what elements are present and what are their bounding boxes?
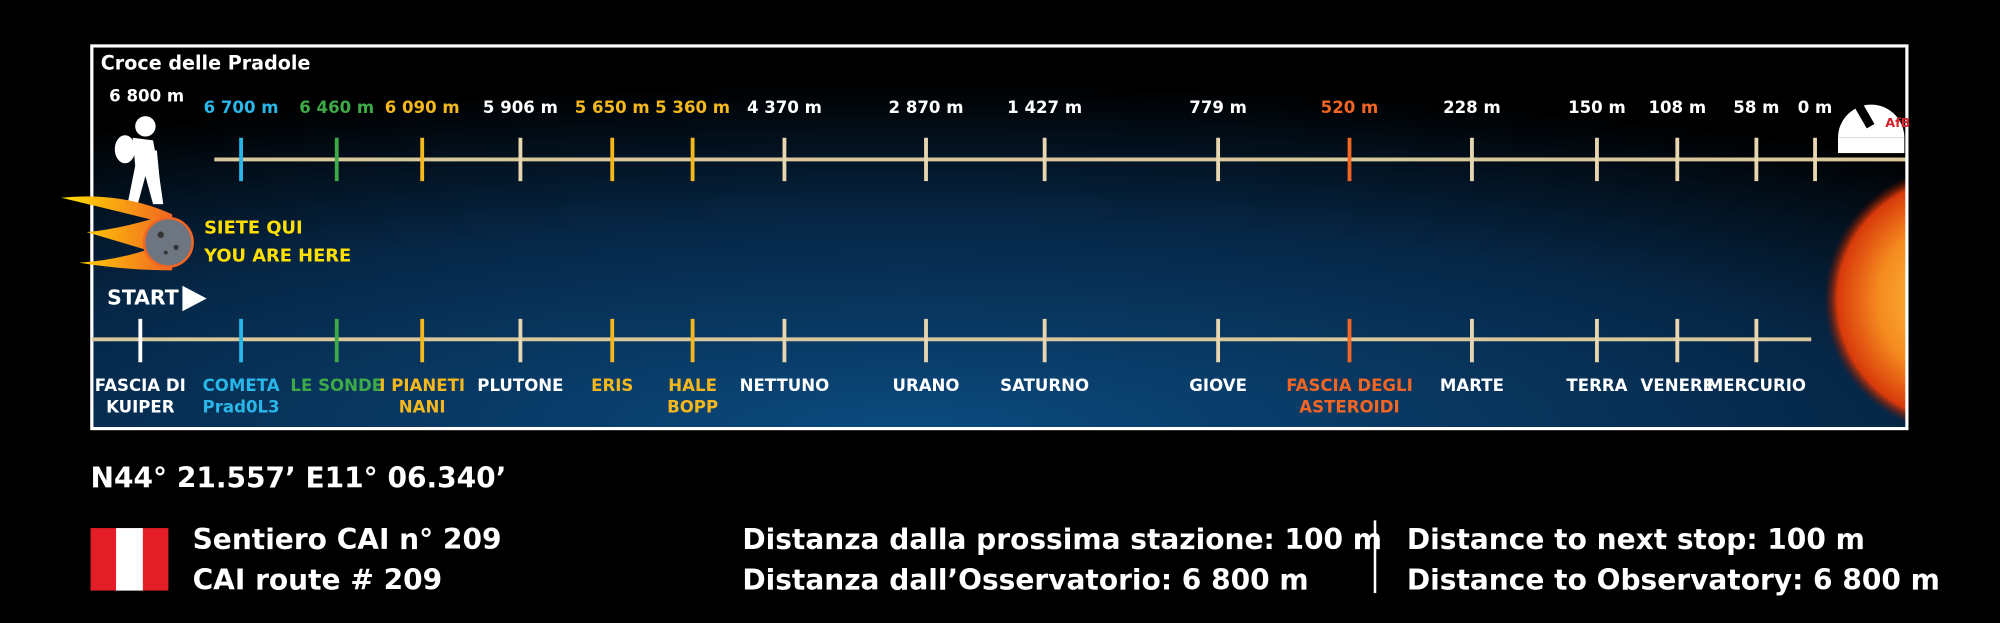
stop-distance: 108 m <box>1648 98 1706 117</box>
stop-name: PLUTONE <box>477 376 563 395</box>
stop-name: URANO <box>893 376 960 395</box>
stop-name: VENERE <box>1641 376 1714 395</box>
stop-name: HALE <box>668 376 717 395</box>
stop-distance: 58 m <box>1733 98 1779 117</box>
you-are-here: SIETE QUI <box>204 217 303 238</box>
route: CAI route # 209 <box>193 564 443 597</box>
sun <box>1824 175 1907 424</box>
start-arrow <box>182 285 207 312</box>
stop-name: TERRA <box>1566 376 1627 395</box>
stop-name: Prad0L3 <box>203 398 280 417</box>
coordinates: N44° 21.557’ E11° 06.340’ <box>91 462 507 495</box>
stop-distance: 6 460 m <box>299 98 374 117</box>
stop-distance: 1 427 m <box>1007 98 1082 117</box>
timelines <box>91 157 1906 342</box>
stop-name: GIOVE <box>1189 376 1247 395</box>
panel-border <box>90 44 1909 431</box>
stop-name: ASTEROIDI <box>1299 398 1399 417</box>
italian-info: Distanza dalla prossima stazione: 100 m <box>742 523 1382 556</box>
hiker-icon <box>114 116 164 205</box>
stop-name: SATURNO <box>1000 376 1089 395</box>
stop-name: KUIPER <box>106 398 175 417</box>
stop-distance: 5 360 m <box>655 98 730 117</box>
stop-name: LE SONDE <box>290 376 383 395</box>
stop-name: NANI <box>399 398 446 417</box>
stop-distance: 6 090 m <box>385 98 460 117</box>
observatory-icon: AfB <box>1838 104 1910 154</box>
you-are-here: YOU ARE HERE <box>203 245 351 266</box>
comet-icon <box>61 196 194 271</box>
stop-name: BOPP <box>667 398 718 417</box>
logo: AfB <box>1885 116 1910 131</box>
stop-distance: 0 m <box>1798 98 1833 117</box>
stop-distance: 150 m <box>1568 98 1626 117</box>
route: Sentiero CAI n° 209 <box>193 523 502 556</box>
stop-name: MERCURIO <box>1707 376 1806 395</box>
stop-distance: 2 870 m <box>889 98 964 117</box>
stop-distance: 5 650 m <box>575 98 650 117</box>
english-info: Distance to next stop: 100 m <box>1407 523 1865 556</box>
stop-distance: 4 370 m <box>747 98 822 117</box>
cai-flag-stripe <box>116 528 143 591</box>
panel <box>91 45 1907 429</box>
stop-distance: 520 m <box>1321 98 1379 117</box>
stop-name: FASCIA DI <box>95 376 186 395</box>
panel-title: Croce delle Pradole <box>101 51 311 74</box>
stop-distance: 5 906 m <box>483 98 558 117</box>
stop-distance: 6 800 m <box>109 86 184 105</box>
stop-name: COMETA <box>203 376 280 395</box>
stop-distance: 779 m <box>1189 98 1247 117</box>
start-label: START <box>107 285 179 309</box>
stop-name: NETTUNO <box>740 376 830 395</box>
stop-name: FASCIA DEGLI <box>1286 376 1413 395</box>
stop-distance: 228 m <box>1443 98 1501 117</box>
stop-name: MARTE <box>1440 376 1504 395</box>
stop-name: ERIS <box>591 376 633 395</box>
stop-name: I PIANETI <box>379 376 465 395</box>
english-info: Distance to Observatory: 6 800 m <box>1407 564 1940 597</box>
stop-distance: 6 700 m <box>204 98 279 117</box>
italian-info: Distanza dall’Osservatorio: 6 800 m <box>742 564 1308 597</box>
